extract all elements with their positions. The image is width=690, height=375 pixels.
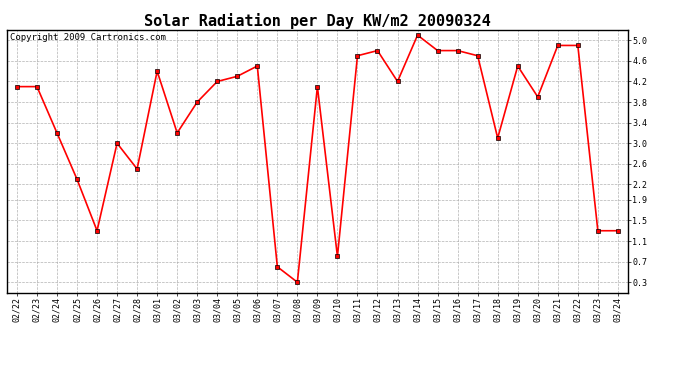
- Text: Copyright 2009 Cartronics.com: Copyright 2009 Cartronics.com: [10, 33, 166, 42]
- Title: Solar Radiation per Day KW/m2 20090324: Solar Radiation per Day KW/m2 20090324: [144, 13, 491, 29]
